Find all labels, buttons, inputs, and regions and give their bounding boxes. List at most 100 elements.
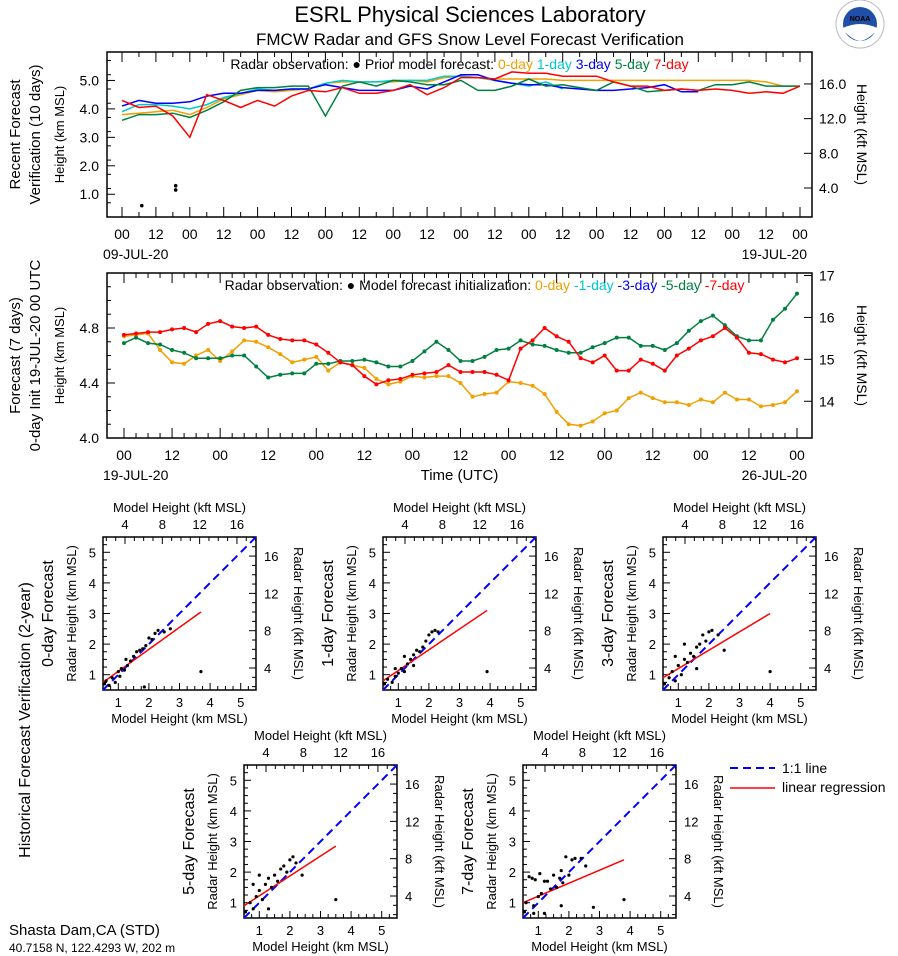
data-point-7-day xyxy=(542,326,547,330)
data-point-5-day xyxy=(710,313,715,318)
scatter-point xyxy=(162,630,166,634)
scatter-point xyxy=(558,876,562,880)
scatter-point xyxy=(561,881,565,885)
x-top-tick-label: 16 xyxy=(650,745,664,760)
y-right-tick-label: 4 xyxy=(544,661,551,676)
scatter-point xyxy=(412,653,416,657)
data-point-0-day xyxy=(554,409,559,414)
data-point-7-day xyxy=(314,342,319,347)
legend-entry-0-day: 0-day xyxy=(535,277,574,293)
scatter-point xyxy=(673,654,677,658)
y-right-axis-label: Radar Height (kft MSL) xyxy=(711,775,726,908)
scatter-point xyxy=(532,911,536,916)
scatter-point xyxy=(430,630,434,634)
data-point-0-day xyxy=(686,403,691,407)
data-point-0-day xyxy=(770,403,775,407)
x-axis-label: Model Height (km MSL) xyxy=(671,711,808,726)
scatter-point xyxy=(522,910,527,914)
y-tick-label: 5 xyxy=(649,545,656,560)
data-point-5-day xyxy=(242,353,247,358)
data-point-0-day xyxy=(782,400,787,405)
data-point-7-day xyxy=(182,326,187,330)
scatter-point xyxy=(294,861,298,865)
legend-entry-0-day: 0-day xyxy=(498,56,537,72)
data-point-7-day xyxy=(350,363,355,368)
scatter-point xyxy=(436,630,440,634)
data-point-7-day xyxy=(530,338,535,343)
y-tick-label: 4 xyxy=(509,804,516,819)
y-axis-label: Radar Height (km MSL) xyxy=(484,773,499,910)
scatter-point xyxy=(542,879,547,883)
x-top-tick-label: 4 xyxy=(262,745,269,760)
y-tick-label: 1.0 xyxy=(80,186,100,202)
scatter-point xyxy=(412,663,416,668)
data-point-5-day xyxy=(362,357,367,362)
scatter-point xyxy=(539,891,543,896)
scatter-point xyxy=(257,873,261,877)
data-point-5-day xyxy=(782,306,787,311)
y-right-tick-label: 16 xyxy=(824,549,838,564)
y-right-tick-label: 12 xyxy=(544,586,558,601)
data-point-0-day xyxy=(374,376,379,381)
data-point-7-day xyxy=(470,370,475,374)
y-right-tick-label: 16.0 xyxy=(819,76,846,92)
x-tick-label: 00 xyxy=(597,447,613,463)
scatter-point xyxy=(138,648,142,652)
data-point-7-day xyxy=(710,334,715,339)
y-tick-label: 4 xyxy=(369,576,376,591)
x-top-axis-label: Model Height (kft MSL) xyxy=(673,500,806,515)
data-point-0-day xyxy=(734,397,739,402)
x-tick-label: 00 xyxy=(792,226,808,242)
data-point-0-day xyxy=(182,361,187,366)
data-point-0-day xyxy=(254,339,259,344)
data-point-7-day xyxy=(506,378,511,383)
x-top-tick-label: 16 xyxy=(510,517,524,532)
scatter-point xyxy=(524,901,528,905)
data-point-7-day xyxy=(698,338,703,343)
x-top-tick-label: 4 xyxy=(681,517,688,532)
data-point-0-day xyxy=(602,411,607,416)
scatter-point xyxy=(269,885,274,890)
data-point-5-day xyxy=(386,364,391,369)
scatter-point xyxy=(688,651,693,655)
x-tick-label: 00 xyxy=(589,226,605,242)
scatter-point xyxy=(390,680,394,684)
scatter-point xyxy=(485,670,489,674)
data-point-7-day xyxy=(410,372,415,377)
data-point-0-day xyxy=(638,390,643,395)
x-tick-label: 5 xyxy=(237,695,244,710)
x-tick-label: 3 xyxy=(736,695,743,710)
data-point-5-day xyxy=(218,356,223,361)
scatter-point xyxy=(682,642,687,646)
data-point-7-day xyxy=(626,368,631,373)
data-point-5-day xyxy=(626,335,631,340)
scatter-point xyxy=(135,650,139,654)
legend-model-label: Model forecast initialization: xyxy=(359,277,535,293)
data-point-5-day xyxy=(170,348,175,352)
y-tick-label: 4 xyxy=(649,576,656,591)
x-tick-label: 2 xyxy=(145,695,152,710)
y-right-tick-label: 16 xyxy=(544,549,558,564)
data-point-0-day xyxy=(278,352,283,357)
scatter-panel-title: 5-day Forecast xyxy=(181,788,198,895)
scatter-point xyxy=(679,673,683,677)
series-line-7-day xyxy=(123,320,798,386)
scatter-point xyxy=(685,660,690,665)
data-point-0-day xyxy=(446,374,451,379)
scatter-point xyxy=(254,894,258,899)
x-tick-label: 00 xyxy=(250,226,266,242)
data-point-7-day xyxy=(758,352,763,357)
data-point-7-day xyxy=(446,363,451,368)
data-point-7-day xyxy=(650,361,655,366)
x-top-tick-label: 16 xyxy=(230,517,244,532)
scatter-point xyxy=(707,630,711,634)
series-line-7-day xyxy=(121,71,801,139)
x-tick-label: 4 xyxy=(626,923,633,938)
scatter-point xyxy=(266,876,271,880)
y-tick-label: 2.0 xyxy=(80,158,100,174)
x-top-tick-label: 12 xyxy=(192,517,206,532)
scatter-point xyxy=(676,663,680,668)
y-axis-label: Height (km MSL) xyxy=(52,307,67,405)
data-point-7-day xyxy=(122,332,126,337)
scatter-point xyxy=(107,683,111,688)
